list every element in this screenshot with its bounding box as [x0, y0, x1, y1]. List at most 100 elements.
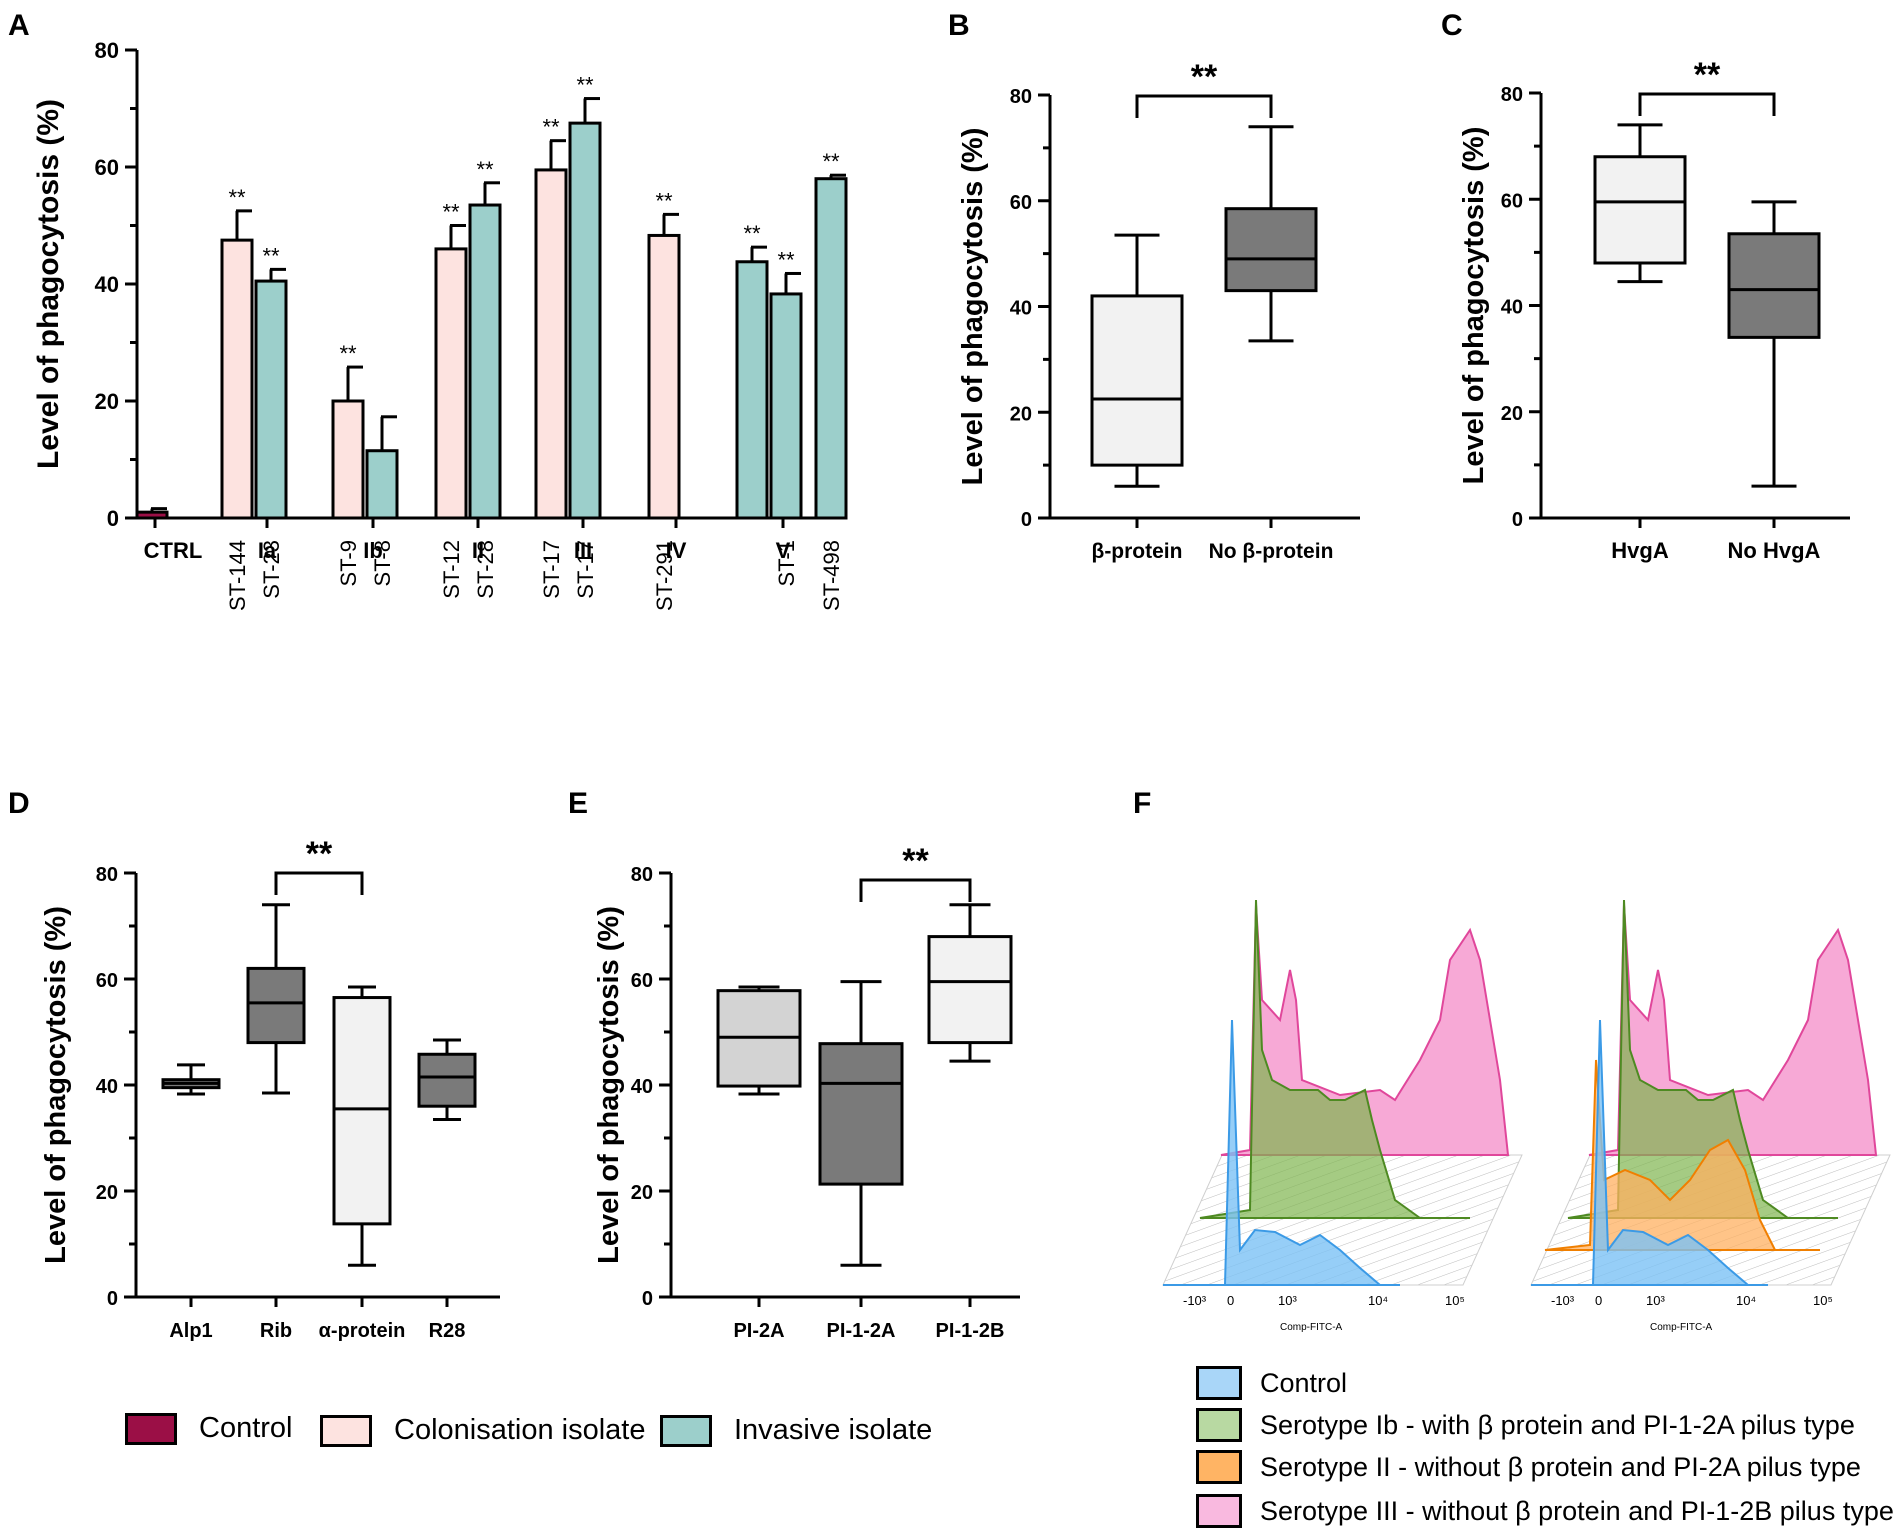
legend-item-control: Control — [125, 1412, 293, 1445]
panel-c-significance-label: ** — [1694, 56, 1721, 94]
panel-c-y-axis-label: Level of phagocytosis (%) — [1458, 127, 1490, 485]
panel-a-bar — [647, 233, 681, 520]
panel-c-y-tick-label: 60 — [1501, 190, 1523, 212]
panel-d-x-tick-label: α-protein — [319, 1320, 406, 1342]
panel-a-st-label: ST-9 — [336, 540, 361, 586]
flow-green-right — [1567, 899, 1838, 1219]
panel-a-x-tick-label: IV — [666, 538, 687, 563]
panel-d-y-tick-label: 20 — [96, 1182, 118, 1204]
panel-e-y-tick-label: 20 — [631, 1182, 653, 1204]
panel-a-x-tick-label: II — [472, 538, 484, 563]
panel-d-box — [246, 966, 306, 1045]
panel-a-y-axis-label: Level of phagocytosis (%) — [32, 99, 65, 469]
panel-a-x-tick-label: CTRL — [144, 538, 203, 563]
legend-f-swatch-iii — [1196, 1494, 1242, 1528]
panel-e-box — [927, 935, 1013, 1045]
panel-a-significance: ** — [228, 185, 246, 210]
panel-e-y-axis-label: Level of phagocytosis (%) — [593, 906, 625, 1264]
panel-e-box — [818, 1042, 904, 1186]
legend-swatch-invasive — [660, 1414, 712, 1447]
panel-letter-c: C — [1441, 9, 1463, 42]
panel-c-box-plot: 0 20 40 60 80 Level of phagocytosis (%) HvgA No… — [1458, 56, 1850, 563]
panel-a-bar — [331, 399, 365, 520]
panel-e-box-plot: 0 20 40 60 80 Level of phagocytosis (%) PI-2A P… — [593, 842, 1020, 1342]
panel-c-significance-bracket — [1638, 92, 1776, 116]
panel-a-bar-chart: 0 20 40 60 80 Level of phagocytosis (%) ** ST-1… — [32, 38, 848, 611]
panel-d-significance-bracket — [274, 871, 364, 895]
panel-a-bar — [769, 292, 803, 520]
panel-d-box — [332, 996, 392, 1226]
panel-a-st-label: ST-291 — [652, 540, 677, 611]
panel-d-y-tick-label: 60 — [96, 970, 118, 992]
panel-e-y-tick-label: 40 — [631, 1076, 653, 1098]
panel-a-bar — [220, 238, 254, 520]
flow-blue-left — [1163, 1019, 1400, 1286]
panel-a-bar — [365, 449, 399, 520]
panel-a-bar — [568, 121, 602, 520]
flow-green-left — [1199, 899, 1470, 1219]
legend-f-swatch-control — [1196, 1366, 1242, 1400]
panel-c-x-tick-label: No HvgA — [1728, 538, 1821, 563]
panel-e-x-tick-label: PI-1-2B — [936, 1320, 1005, 1342]
panel-a-bar — [254, 279, 288, 520]
panel-b-y-tick-label: 60 — [1010, 192, 1032, 214]
flow-left-tick-neg: -10³ — [1183, 1293, 1207, 1308]
panel-a-st-label: ST-8 — [370, 540, 395, 586]
panel-a-st-label: ST-12 — [439, 540, 464, 599]
flow-left-tick-0: 0 — [1227, 1293, 1234, 1308]
panel-d-box — [417, 1052, 477, 1108]
panel-a-st-label: ST-17 — [573, 540, 598, 599]
legend-f-label-control: Control — [1260, 1367, 1348, 1398]
panel-a-significance: ** — [339, 341, 357, 366]
panel-a-y-tick-label: 80 — [95, 38, 119, 63]
panel-a-bar — [468, 203, 502, 520]
panel-b-box-plot: 0 20 40 60 80 Level of phagocytosis (%) β-prot… — [957, 58, 1360, 563]
legend-f-swatch-ii — [1196, 1450, 1242, 1484]
legend-label-control: Control — [199, 1412, 293, 1444]
panel-b-y-tick-label: 0 — [1021, 509, 1032, 531]
panel-e-significance-label: ** — [902, 842, 929, 880]
panel-d-significance-label: ** — [306, 835, 333, 873]
flow-right-tick-3: 10³ — [1646, 1293, 1665, 1308]
panel-b-y-tick-label: 40 — [1010, 298, 1032, 320]
legend-f-item-control: Control — [1196, 1366, 1347, 1400]
flow-right-tick-neg: -10³ — [1551, 1293, 1575, 1308]
panel-d-y-tick-label: 40 — [96, 1076, 118, 1098]
panel-a-x-tick-label: Ia — [258, 538, 277, 563]
panel-letter-f: F — [1133, 787, 1151, 820]
panel-a-y-tick-label: 0 — [107, 506, 119, 531]
panel-letter-e: E — [568, 787, 588, 820]
flow-blue-right — [1531, 1019, 1768, 1286]
panel-a-bar — [434, 247, 468, 520]
panel-a-bar — [814, 177, 848, 520]
panel-letter-d: D — [8, 787, 30, 820]
legend-label-colonisation: Colonisation isolate — [394, 1414, 646, 1446]
panel-a-y-tick-label: 40 — [95, 272, 119, 297]
panel-a-y-tick-label: 20 — [95, 389, 119, 414]
panel-a-bar — [735, 260, 769, 520]
panel-a-significance: ** — [822, 149, 840, 174]
panel-c-y-tick-label: 20 — [1501, 403, 1523, 425]
flow-right-tick-5: 10⁵ — [1813, 1293, 1833, 1308]
panel-a-y-tick-label: 60 — [95, 155, 119, 180]
panel-e-x-tick-label: PI-2A — [733, 1320, 784, 1342]
panel-a-significance: ** — [576, 73, 594, 98]
legend-swatch-control — [125, 1412, 177, 1445]
panel-c-y-tick-label: 0 — [1512, 509, 1523, 531]
panel-a-st-label: ST-28 — [473, 540, 498, 599]
panel-a-significance: ** — [655, 188, 673, 213]
panel-letter-b: B — [948, 9, 970, 42]
panel-e-y-tick-label: 80 — [631, 864, 653, 886]
panel-d-y-tick-label: 80 — [96, 864, 118, 886]
legend-f-item-ib: Serotype Ib - with β protein and PI-1-2A… — [1196, 1408, 1855, 1442]
panel-b-y-tick-label: 80 — [1010, 86, 1032, 108]
panel-d-x-tick-label: R28 — [429, 1320, 466, 1342]
panel-a-significance: ** — [777, 247, 795, 272]
legend-f-label-ib: Serotype Ib - with β protein and PI-1-2A… — [1260, 1409, 1855, 1440]
panel-b-x-tick-label: β-protein — [1092, 540, 1183, 563]
panel-a-significance: ** — [262, 243, 280, 268]
legend-item-invasive: Invasive isolate — [660, 1414, 932, 1447]
panel-c-x-tick-label: HvgA — [1611, 538, 1669, 563]
legend-f-swatch-ib — [1196, 1408, 1242, 1442]
